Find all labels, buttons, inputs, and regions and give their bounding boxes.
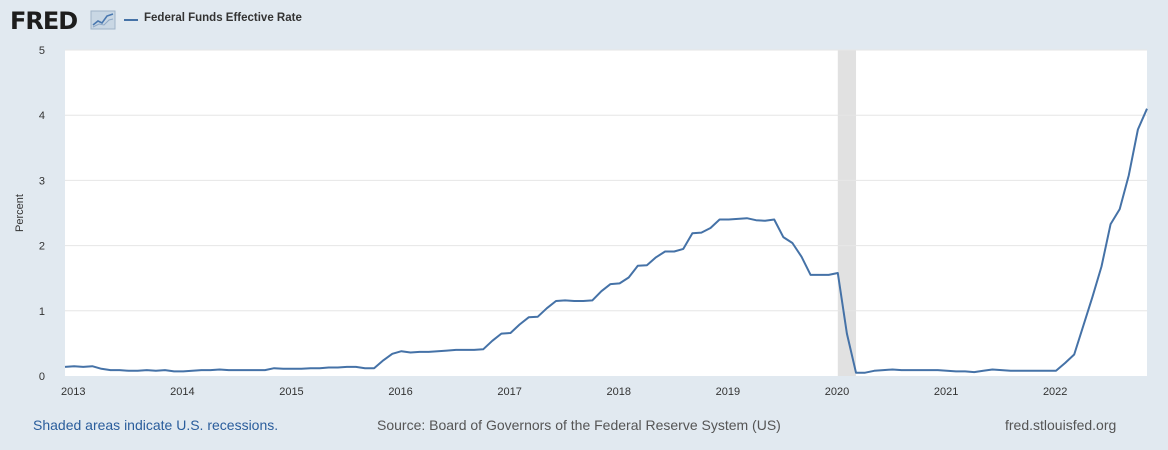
y-tick-label: 4 xyxy=(39,110,45,122)
x-tick-label: 2014 xyxy=(170,386,194,398)
y-tick-label: 0 xyxy=(39,371,45,383)
fred-site-link[interactable]: fred.stlouisfed.org xyxy=(1005,417,1117,433)
recession-bands xyxy=(837,50,857,376)
x-tick-label: 2015 xyxy=(279,386,303,398)
legend-swatch xyxy=(124,19,138,21)
x-tick-label: 2013 xyxy=(61,386,85,398)
x-tick-label: 2018 xyxy=(607,386,631,398)
plot-area xyxy=(65,50,1147,376)
grid-lines xyxy=(65,49,1147,312)
x-tick-label: 2022 xyxy=(1043,386,1067,398)
recessions-note-link[interactable]: Shaded areas indicate U.S. recessions. xyxy=(33,417,279,433)
chart-line-icon xyxy=(90,10,116,30)
y-axis-label: Percent xyxy=(14,194,26,232)
series-layer xyxy=(64,108,1148,374)
y-axis-ticks: 0 1 2 3 4 5 xyxy=(39,45,45,383)
x-tick-label: 2017 xyxy=(497,386,521,398)
y-tick-label: 3 xyxy=(39,175,45,187)
source-note: Source: Board of Governors of the Federa… xyxy=(377,417,781,433)
x-tick-label: 2019 xyxy=(716,386,740,398)
series-line xyxy=(64,108,1148,374)
x-tick-label: 2021 xyxy=(934,386,958,398)
y-tick-label: 5 xyxy=(39,45,45,57)
y-tick-label: 1 xyxy=(39,306,45,318)
recession-band xyxy=(837,50,857,376)
x-tick-label: 2020 xyxy=(825,386,849,398)
x-tick-label: 2016 xyxy=(388,386,412,398)
fred-logo[interactable]: FRED xyxy=(10,7,78,35)
y-tick-label: 2 xyxy=(39,241,45,253)
chart-header: FRED Federal Funds Effective Rate xyxy=(0,0,1168,46)
x-axis-ticks: 2013 2014 2015 2016 2017 2018 2019 2020 2021 2022 xyxy=(61,386,1067,398)
legend-label[interactable]: Federal Funds Effective Rate xyxy=(144,12,302,24)
